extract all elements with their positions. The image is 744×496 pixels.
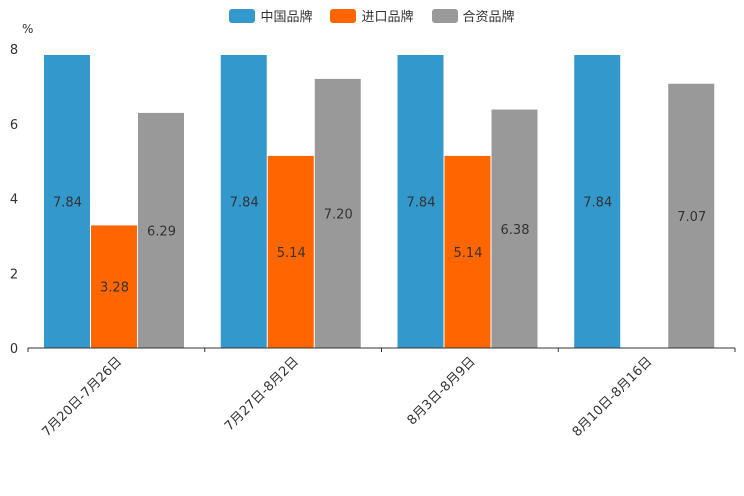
data-label-2-1: 5.14	[454, 246, 483, 261]
data-label-1-0: 7.84	[230, 195, 259, 210]
x-tick-label-2: 8月3日-8月9日	[405, 354, 479, 428]
x-tick-label-3: 8月10日-8月16日	[570, 354, 656, 440]
legend-swatch-import	[330, 8, 357, 23]
bar-1-2	[314, 78, 361, 349]
bar-3-0	[574, 54, 621, 348]
legend-swatch-china	[229, 8, 256, 23]
plot-area: 0 2 4 6 8 7.84 3.28 6.29 7月20日-7月26日 7.84 5.14 7.20…	[10, 43, 736, 440]
bar-1-0	[220, 54, 267, 348]
bar-3-2	[668, 83, 715, 348]
y-tick-label-2: 4	[10, 193, 18, 208]
legend-item-import[interactable]: 进口品牌	[330, 6, 414, 25]
bar-0-2	[138, 112, 184, 348]
bar-2-2	[491, 109, 538, 348]
data-label-0-0: 7.84	[53, 195, 82, 210]
legend: 中国品牌 进口品牌 合资品牌	[0, 6, 744, 25]
y-axis-unit-label: %	[22, 22, 33, 36]
data-label-2-2: 6.38	[501, 223, 530, 238]
y-tick-label-3: 6	[10, 118, 18, 133]
bar-2-0	[397, 54, 444, 348]
legend-item-china[interactable]: 中国品牌	[229, 6, 312, 25]
legend-swatch-jv	[431, 8, 458, 23]
data-label-1-1: 5.14	[277, 246, 306, 261]
x-tick-label-1: 7月27日-8月2日	[222, 354, 302, 434]
x-tick-label-0: 7月20日-7月26日	[39, 354, 125, 440]
data-label-2-0: 7.84	[407, 195, 436, 210]
data-label-3-2: 7.07	[677, 210, 706, 225]
legend-label-jv: 合资品牌	[462, 10, 515, 25]
y-tick-label-4: 8	[10, 43, 18, 58]
y-tick-label-1: 2	[10, 267, 18, 282]
bar-1-1	[267, 155, 314, 348]
data-label-0-2: 6.29	[147, 224, 176, 239]
data-label-0-1: 3.28	[100, 281, 129, 296]
y-tick-label-0: 0	[10, 342, 18, 357]
legend-label-china: 中国品牌	[260, 10, 313, 25]
legend-item-jv[interactable]: 合资品牌	[431, 6, 515, 25]
data-label-1-2: 7.20	[324, 207, 353, 222]
bar-0-0	[44, 54, 90, 348]
legend-label-import: 进口品牌	[361, 10, 414, 25]
bar-2-1	[444, 155, 491, 348]
data-label-3-0: 7.84	[583, 195, 612, 210]
bar-0-1	[91, 225, 137, 348]
